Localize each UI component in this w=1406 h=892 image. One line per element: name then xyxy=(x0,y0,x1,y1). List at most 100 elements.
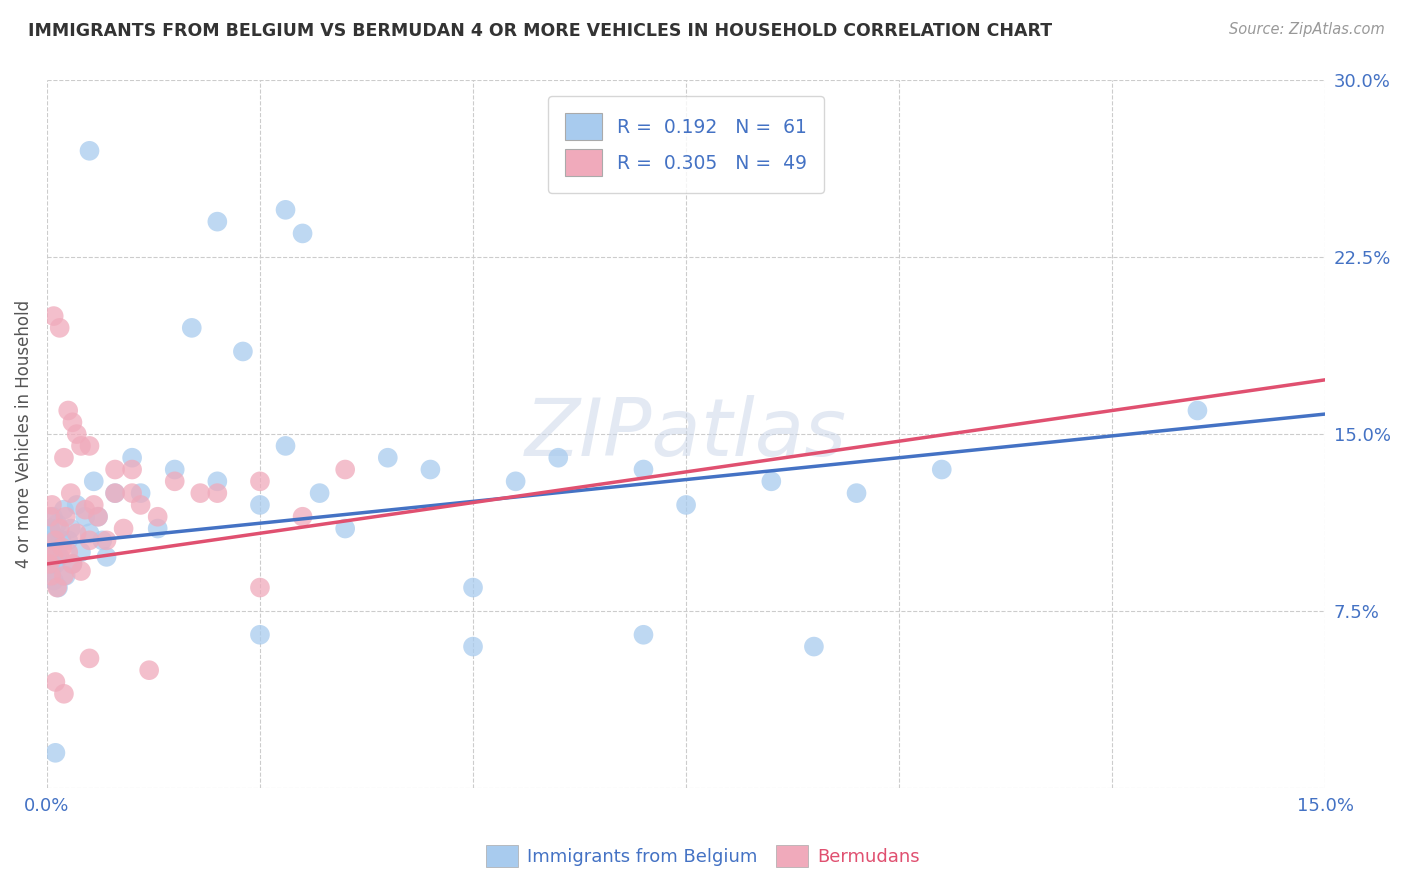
Point xyxy=(38,533,60,548)
Point xyxy=(48,549,70,564)
Legend: R =  0.192   N =  61, R =  0.305   N =  49: R = 0.192 N = 61, R = 0.305 N = 49 xyxy=(548,96,824,193)
Point xyxy=(59,486,82,500)
Point xyxy=(1187,403,1209,417)
Point xyxy=(461,640,484,654)
Point xyxy=(42,509,65,524)
Point xyxy=(83,498,105,512)
Point xyxy=(39,568,62,582)
Point xyxy=(335,522,357,536)
Point xyxy=(79,439,101,453)
Point xyxy=(79,144,101,158)
Point xyxy=(70,545,93,559)
Point xyxy=(249,581,271,595)
Point xyxy=(39,509,62,524)
Point xyxy=(58,533,80,548)
Point xyxy=(70,564,93,578)
Point xyxy=(46,581,69,595)
Point xyxy=(505,475,527,489)
Point xyxy=(46,516,69,531)
Point xyxy=(249,628,271,642)
Point xyxy=(274,202,297,217)
Point xyxy=(44,675,66,690)
Text: IMMIGRANTS FROM BELGIUM VS BERMUDAN 4 OR MORE VEHICLES IN HOUSEHOLD CORRELATION : IMMIGRANTS FROM BELGIUM VS BERMUDAN 4 OR… xyxy=(28,22,1052,40)
Point xyxy=(180,321,202,335)
Point xyxy=(55,509,77,524)
Text: ZIPatlas: ZIPatlas xyxy=(524,395,848,473)
Point xyxy=(104,486,127,500)
Point xyxy=(48,321,70,335)
Point xyxy=(75,509,97,524)
Point xyxy=(291,227,314,241)
Point xyxy=(45,545,67,559)
Point xyxy=(112,522,135,536)
Point xyxy=(52,450,75,465)
Point xyxy=(66,427,89,442)
Point xyxy=(633,462,655,476)
Point xyxy=(129,498,152,512)
Point xyxy=(70,439,93,453)
Point xyxy=(121,462,143,476)
Point xyxy=(121,486,143,500)
Point xyxy=(38,549,60,564)
Point xyxy=(274,439,297,453)
Point xyxy=(461,581,484,595)
Point xyxy=(44,533,66,548)
Point xyxy=(46,581,69,595)
Point xyxy=(207,486,229,500)
Point xyxy=(58,545,80,559)
Point xyxy=(41,526,63,541)
Point xyxy=(79,533,101,548)
Point xyxy=(75,502,97,516)
Point xyxy=(377,450,399,465)
Point xyxy=(121,450,143,465)
Point xyxy=(41,498,63,512)
Point xyxy=(633,628,655,642)
Point xyxy=(96,549,118,564)
Point xyxy=(675,498,697,512)
Point xyxy=(232,344,254,359)
Point xyxy=(38,545,60,559)
Point xyxy=(44,557,66,571)
Point xyxy=(87,509,110,524)
Point xyxy=(547,450,569,465)
Point xyxy=(51,533,73,548)
Point xyxy=(335,462,357,476)
Point xyxy=(845,486,868,500)
Point xyxy=(104,486,127,500)
Point xyxy=(138,663,160,677)
Point xyxy=(91,533,114,548)
Point xyxy=(52,687,75,701)
Point xyxy=(83,475,105,489)
Point xyxy=(146,522,169,536)
Point xyxy=(163,462,186,476)
Point xyxy=(87,509,110,524)
Point xyxy=(188,486,211,500)
Point xyxy=(419,462,441,476)
Point xyxy=(163,475,186,489)
Point xyxy=(79,651,101,665)
Point xyxy=(803,640,825,654)
Point xyxy=(207,475,229,489)
Point xyxy=(44,541,66,555)
Point xyxy=(58,403,80,417)
Point xyxy=(42,309,65,323)
Point xyxy=(52,502,75,516)
Point xyxy=(55,568,77,582)
Point xyxy=(207,214,229,228)
Point xyxy=(129,486,152,500)
Point xyxy=(39,522,62,536)
Point xyxy=(42,574,65,588)
Point xyxy=(62,557,84,571)
Point xyxy=(62,557,84,571)
Point xyxy=(146,509,169,524)
Point xyxy=(931,462,953,476)
Y-axis label: 4 or more Vehicles in Household: 4 or more Vehicles in Household xyxy=(15,300,32,568)
Point xyxy=(249,475,271,489)
Point xyxy=(249,498,271,512)
Point xyxy=(62,415,84,429)
Point xyxy=(104,462,127,476)
Point xyxy=(59,522,82,536)
Point xyxy=(51,541,73,555)
Point xyxy=(308,486,330,500)
Point xyxy=(66,526,89,541)
